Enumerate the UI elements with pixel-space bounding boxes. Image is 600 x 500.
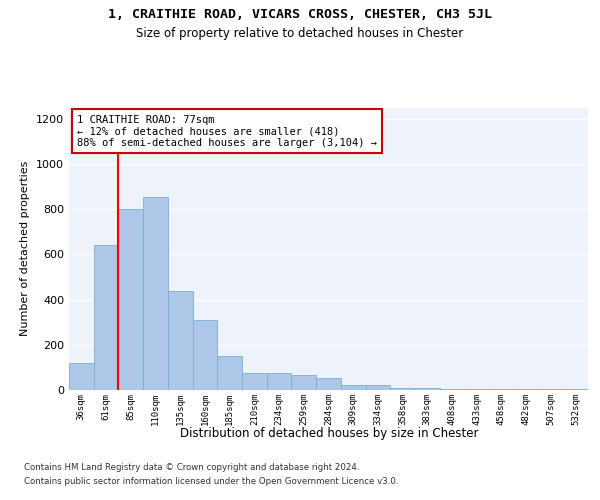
- Bar: [415, 388, 440, 390]
- Text: Distribution of detached houses by size in Chester: Distribution of detached houses by size …: [179, 428, 478, 440]
- Y-axis label: Number of detached properties: Number of detached properties: [20, 161, 31, 336]
- Bar: [193, 320, 217, 390]
- Text: Contains HM Land Registry data © Crown copyright and database right 2024.: Contains HM Land Registry data © Crown c…: [24, 462, 359, 471]
- Bar: [217, 356, 242, 390]
- Bar: [539, 389, 563, 390]
- Bar: [118, 209, 143, 390]
- Bar: [341, 386, 365, 390]
- Text: 1 CRAITHIE ROAD: 77sqm
← 12% of detached houses are smaller (418)
88% of semi-de: 1 CRAITHIE ROAD: 77sqm ← 12% of detached…: [77, 114, 377, 148]
- Bar: [94, 246, 118, 390]
- Bar: [69, 363, 94, 390]
- Bar: [242, 373, 267, 390]
- Text: Contains public sector information licensed under the Open Government Licence v3: Contains public sector information licen…: [24, 478, 398, 486]
- Bar: [489, 389, 514, 390]
- Bar: [316, 378, 341, 390]
- Bar: [267, 373, 292, 390]
- Bar: [440, 389, 464, 390]
- Bar: [563, 389, 588, 390]
- Bar: [168, 290, 193, 390]
- Bar: [365, 386, 390, 390]
- Bar: [292, 376, 316, 390]
- Bar: [143, 197, 168, 390]
- Text: Size of property relative to detached houses in Chester: Size of property relative to detached ho…: [136, 28, 464, 40]
- Bar: [390, 388, 415, 390]
- Bar: [514, 389, 539, 390]
- Text: 1, CRAITHIE ROAD, VICARS CROSS, CHESTER, CH3 5JL: 1, CRAITHIE ROAD, VICARS CROSS, CHESTER,…: [108, 8, 492, 20]
- Bar: [464, 389, 489, 390]
